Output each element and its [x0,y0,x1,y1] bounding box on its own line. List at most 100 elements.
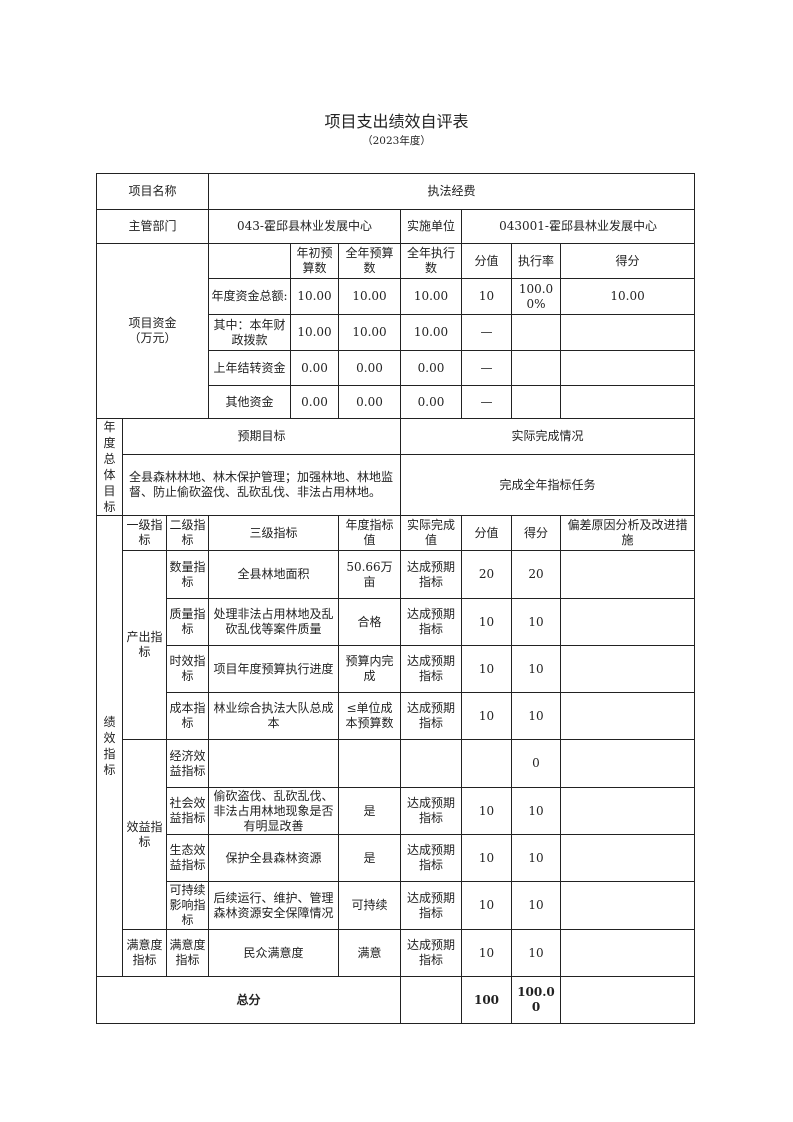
funds-header: 全年预算数 [338,243,401,279]
funds-cell [511,350,561,386]
level2-indicator: 满意度指标 [166,929,209,977]
performance-header-row: 绩效指标 一级指标 二级指标 三级指标 年度指标值 实际完成值 分值 得分 偏差原因分析及改进措… [96,515,696,977]
level2-indicator: 成本指标 [166,692,209,740]
level2-indicator: 生态效益指标 [166,834,209,882]
total-note [559,976,696,1024]
score-value: 10 [511,692,561,740]
target-value: 合格 [338,598,401,646]
level2-indicator: 时效指标 [166,645,209,693]
funds-cell [559,314,696,351]
funds-row-label: 年度资金总额: [208,278,291,315]
funds-cell: 0.00 [338,350,401,386]
funds-row-label: 上年结转资金 [208,350,291,386]
indicator-row: 产出指标 数量指标 全县林地面积 50.66万亩 达成预期指标 20 20 [97,550,696,740]
funds-header: 分值 [461,243,512,279]
indicator-row: 可持续影响指标 后续运行、维护、管理森林资源安全保障情况 可持续 达成预期指标 10 10 [97,881,696,930]
level2-indicator: 经济效益指标 [166,739,209,788]
expected-goal-text: 全县森林林地、林木保护管理；加强林地、林地监督、防止偷砍盗伐、乱砍乱伐、非法占用… [122,454,401,516]
indicator-row: 社会效益指标 偷砍盗伐、乱砍乱伐、非法占用林地现象是否有明显改善是达成预期指标 10… [97,787,696,835]
weight-header: 分值 [461,515,512,551]
funds-cell: 10.00 [559,278,696,315]
performance-label: 绩效指标 [96,515,123,977]
target-value: ≤单位成本预算数 [338,692,401,740]
total-weight: 100 [461,976,512,1024]
level1-indicator: 产出指标 [122,550,167,740]
level2-indicator: 可持续影响指标 [166,881,209,930]
funds-cell: 0.00 [338,385,401,419]
level3-indicator [208,739,339,788]
funds-header-blank [208,243,291,279]
deviation-note [559,598,696,646]
target-value: 50.66万亩 [338,550,401,599]
level3-indicator: 全县林地面积 [208,550,339,599]
funds-cell [511,314,561,351]
funds-header: 年初预算数 [290,243,339,279]
deviation-note [559,929,696,977]
project-name-label: 项目名称 [96,173,209,210]
level1-indicator: 满意度指标 [122,929,167,977]
funds-row-label: 其他资金 [208,385,291,419]
indicator-row: 效益指标 经济效益指标 0 [97,739,696,930]
unit-label: 实施单位 [400,209,462,244]
actual-value: 达成预期指标 [400,645,462,693]
indicator-row: 质量指标 处理非法占用林地及乱砍乱伐等案件质量 合格 达成预期指标 10 10 [97,598,696,646]
indicator-row: 满意度指标 满意度指标 民众满意度 满意 达成预期指标 10 10 [97,929,696,977]
actual-value: 达成预期指标 [400,787,462,835]
level1-indicator: 效益指标 [122,739,167,930]
level3-header: 三级指标 [208,515,339,551]
score-value: 10 [511,834,561,882]
target-value: 可持续 [338,881,401,930]
funds-row-label: 其中：本年财政拨款 [208,314,291,351]
funds-cell: 10.00 [400,278,462,315]
target-value: 预算内完成 [338,645,401,693]
level2-header: 二级指标 [166,515,209,551]
target-value: 是 [338,834,401,882]
project-name-value: 执法经费 [207,173,696,210]
deviation-note [559,739,696,788]
score-value: 10 [511,787,561,835]
weight-value [461,739,512,788]
funds-cell: 10.00 [338,314,401,351]
page-subtitle: （2023年度） [362,135,431,147]
expected-goal-header: 预期目标 [122,417,401,456]
total-score: 100.00 [511,976,561,1024]
funds-cell: 10.00 [400,314,462,351]
dept-value: 043-霍邱县林业发展中心 [208,209,401,244]
funds-cell [559,385,696,419]
funds-cell: 0.00 [290,350,339,386]
deviation-note [559,834,696,882]
level3-indicator: 项目年度预算执行进度 [208,645,339,693]
weight-value: 10 [461,834,512,882]
deviation-note [559,645,696,693]
weight-value: 10 [461,692,512,740]
score-value: 10 [511,929,561,977]
weight-value: 10 [461,929,512,977]
deviation-note [559,881,696,930]
score-header: 得分 [511,515,561,551]
weight-value: 10 [461,787,512,835]
actual-value: 达成预期指标 [400,929,462,977]
actual-value [400,739,462,788]
goals-label: 年度总体目标 [96,418,123,516]
dept-label: 主管部门 [96,209,209,244]
level3-indicator: 林业综合执法大队总成本 [208,692,339,740]
funds-cell: 10 [461,278,512,315]
actual-value: 达成预期指标 [400,881,462,930]
actual-goal-header: 实际完成情况 [399,417,696,456]
actual-value: 达成预期指标 [400,692,462,740]
deviation-note [559,692,696,740]
weight-value: 10 [461,881,512,930]
indicator-row: 成本指标 林业综合执法大队总成本 ≤单位成本预算数 达成预期指标 10 10 [97,692,696,740]
funds-cell [511,385,561,419]
funds-label: 项目资金 （万元） [96,243,209,419]
funds-cell: 10.00 [338,278,401,315]
total-label: 总分 [96,976,401,1024]
funds-header-row: 项目资金 （万元） 年初预算数 全年预算数 全年执行数 分值 执行率 得分 [96,243,696,419]
indicator-row: 时效指标 项目年度预算执行进度 预算内完成 达成预期指标 10 10 [97,645,696,693]
funds-cell [559,350,696,386]
funds-row: 其他资金 0.00 0.00 0.00— [97,385,696,419]
score-value: 10 [511,881,561,930]
unit-value: 043001-霍邱县林业发展中心 [460,209,696,244]
deviation-note [559,787,696,835]
level3-indicator: 处理非法占用林地及乱砍乱伐等案件质量 [208,598,339,646]
